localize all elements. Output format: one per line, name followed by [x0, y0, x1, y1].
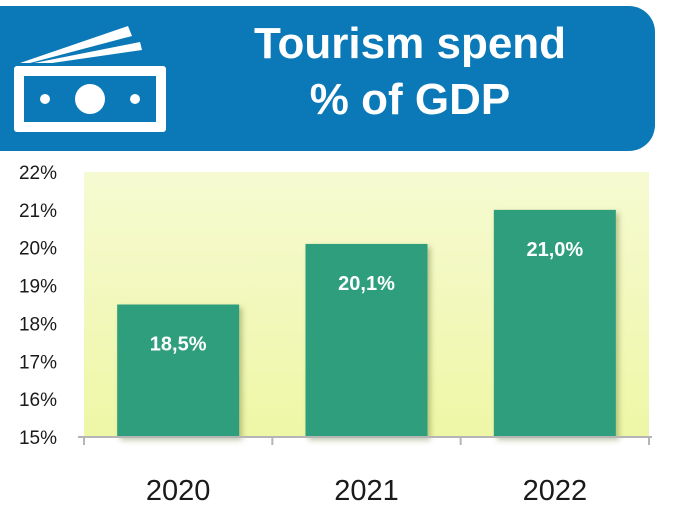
y-tick-label: 19% — [19, 277, 57, 298]
y-tick-label: 18% — [19, 314, 57, 335]
bar-2022 — [493, 209, 616, 437]
bar-2020 — [117, 304, 240, 437]
y-tick-label: 22% — [19, 163, 57, 184]
y-tick-label: 21% — [19, 201, 57, 222]
banknote-icon — [14, 26, 166, 132]
data-label: 18,5% — [150, 334, 207, 356]
bar-chart: 15% 16% 17% 18% 19% 20% 21% 22% 18,5% 20,1% 21,0%… — [19, 163, 652, 507]
y-tick-label: 16% — [19, 390, 57, 411]
x-tick-label: 2020 — [146, 475, 211, 507]
y-tick-label: 17% — [19, 352, 57, 373]
x-tick-label: 2022 — [523, 475, 588, 507]
y-tick-label: 15% — [19, 428, 57, 449]
chart-title: Tourism spend % of GDP — [170, 16, 650, 128]
x-tick-label: 2021 — [334, 475, 399, 507]
data-label: 21,0% — [526, 239, 583, 261]
y-tick-label: 20% — [19, 239, 57, 260]
title-line-1: Tourism spend — [253, 19, 567, 68]
data-label: 20,1% — [338, 273, 395, 295]
bar-2021 — [305, 243, 428, 437]
title-line-2: % of GDP — [309, 75, 511, 124]
header-banner: Tourism spend % of GDP — [0, 6, 655, 151]
